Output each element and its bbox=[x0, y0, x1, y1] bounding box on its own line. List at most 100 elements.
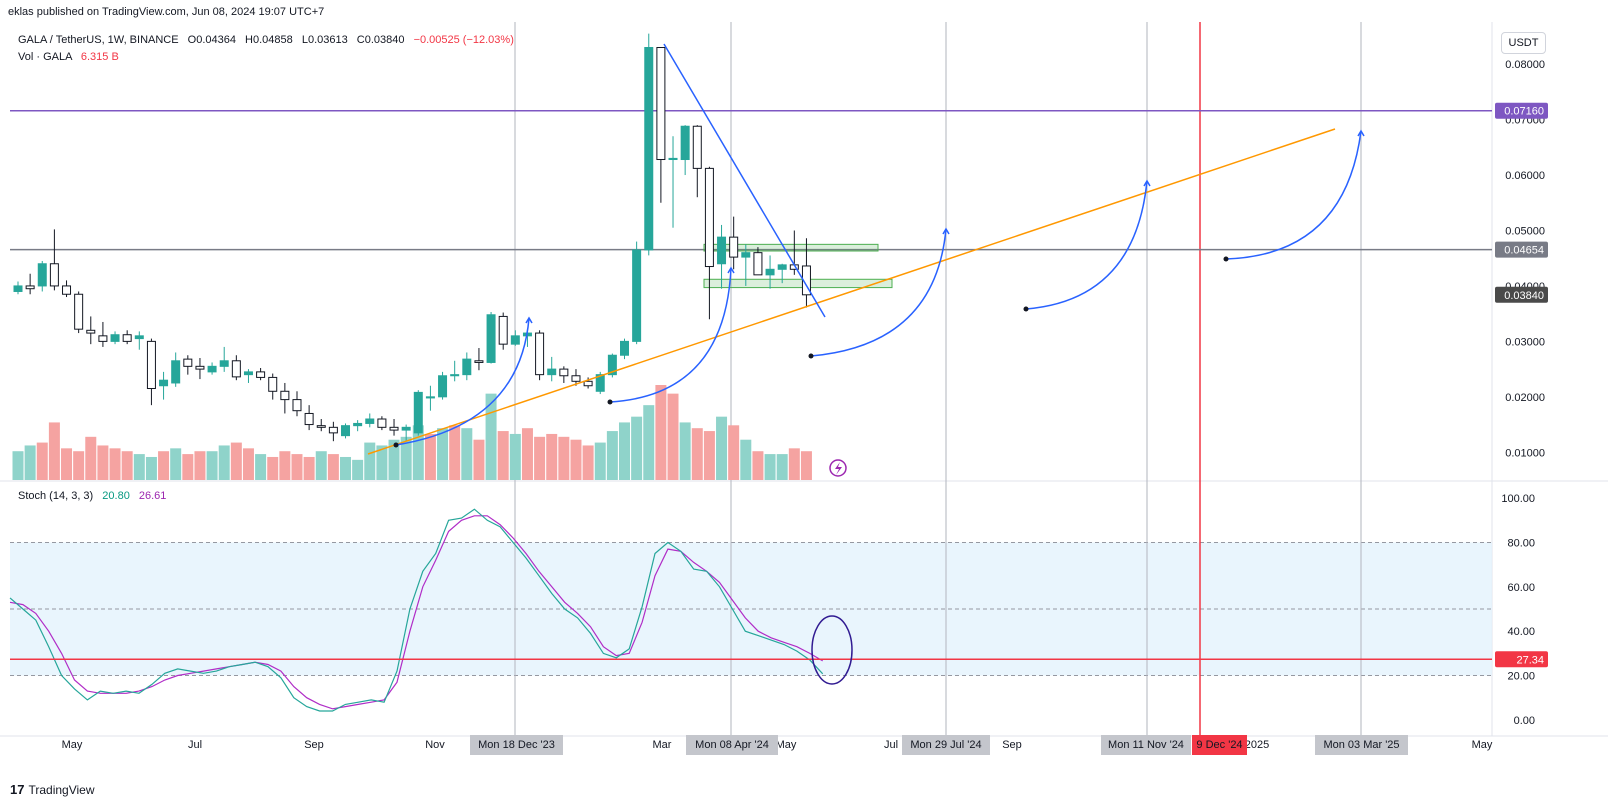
arc-start-dot bbox=[1223, 256, 1229, 262]
candle-body bbox=[462, 358, 472, 376]
currency-button[interactable]: USDT bbox=[1501, 32, 1546, 54]
candle-body bbox=[146, 340, 156, 390]
candle-body bbox=[547, 368, 557, 376]
candle-body bbox=[49, 263, 59, 287]
candle-body bbox=[365, 418, 375, 424]
volume-bar bbox=[388, 439, 400, 480]
stoch-k-value: 20.80 bbox=[102, 490, 130, 502]
date-chip-label: Mon 08 Apr '24 bbox=[695, 739, 769, 751]
stoch-legend: Stoch (14, 3, 3) 20.80 26.61 bbox=[18, 490, 166, 502]
volume-bar bbox=[606, 431, 618, 480]
volume-bar bbox=[24, 445, 36, 480]
arc-arrow-icon bbox=[727, 266, 735, 274]
candle-body bbox=[680, 125, 690, 161]
supply-zone bbox=[703, 243, 879, 252]
candle-body bbox=[74, 293, 84, 330]
volume-bar bbox=[36, 442, 48, 480]
candle-body bbox=[37, 263, 47, 287]
candle-body bbox=[510, 335, 520, 345]
arc-arrow-icon bbox=[1143, 179, 1151, 187]
volume-bar bbox=[509, 433, 521, 480]
volume-bar bbox=[267, 456, 279, 480]
candle-body bbox=[207, 365, 217, 373]
candle-body bbox=[134, 335, 144, 340]
volume-bar bbox=[182, 454, 194, 480]
volume-bar bbox=[631, 416, 643, 480]
stoch-axis-tick: 20.00 bbox=[1507, 671, 1535, 683]
blue-downtrend-line bbox=[663, 43, 826, 318]
volume-bar bbox=[497, 431, 509, 480]
date-chip-label: Mon 03 Mar '25 bbox=[1323, 739, 1399, 751]
candle-body bbox=[292, 399, 302, 412]
candle-body bbox=[571, 375, 581, 382]
lightning-bolt-icon bbox=[835, 462, 842, 475]
candle-body bbox=[62, 285, 72, 295]
volume-label[interactable]: Vol · GALA bbox=[18, 51, 72, 63]
date-chip bbox=[470, 735, 563, 755]
projection-arc bbox=[810, 228, 947, 357]
volume-bar bbox=[242, 448, 254, 480]
volume-bar bbox=[485, 393, 497, 480]
volume-bar bbox=[206, 451, 218, 480]
candle-body bbox=[535, 332, 545, 376]
candle-body bbox=[256, 371, 266, 378]
symbol-legend: GALA / TetherUS, 1W, BINANCE O0.04364 H0… bbox=[18, 34, 514, 46]
volume-bar bbox=[109, 448, 121, 480]
published-note: eklas published on TradingView.com, Jun … bbox=[8, 6, 325, 18]
volume-bar bbox=[424, 433, 436, 480]
candle-body bbox=[498, 315, 508, 345]
candle-body bbox=[389, 426, 399, 431]
candle-body bbox=[195, 365, 205, 370]
candle-body bbox=[656, 47, 666, 161]
stoch-level-tag bbox=[1495, 651, 1548, 668]
tradingview-brand[interactable]: 17 TradingView bbox=[10, 782, 95, 797]
stoch-label[interactable]: Stoch (14, 3, 3) bbox=[18, 490, 94, 502]
stoch-highlight-ellipse bbox=[811, 615, 853, 685]
stoch-axis-tick: 0.00 bbox=[1514, 715, 1535, 727]
time-axis-tick: Nov bbox=[425, 739, 445, 751]
open-value: O0.04364 bbox=[187, 34, 236, 46]
candle-body bbox=[377, 418, 387, 428]
volume-bar bbox=[97, 445, 109, 480]
time-axis-tick: 2025 bbox=[1245, 739, 1269, 751]
volume-bar bbox=[364, 442, 376, 480]
close-value: C0.03840 bbox=[356, 34, 405, 46]
candle-body bbox=[765, 268, 775, 276]
volume-bar bbox=[800, 451, 812, 480]
date-chip bbox=[1315, 735, 1408, 755]
symbol-name[interactable]: GALA / TetherUS, 1W, BINANCE bbox=[18, 34, 179, 46]
price-axis-tick: 0.02000 bbox=[1505, 392, 1545, 404]
arc-start-dot bbox=[607, 399, 613, 405]
volume-bar bbox=[473, 439, 485, 480]
volume-bar bbox=[534, 436, 546, 480]
volume-bar bbox=[558, 436, 570, 480]
volume-bar bbox=[194, 451, 206, 480]
date-chip-label: Mon 29 Jul '24 bbox=[910, 739, 981, 751]
candle-body bbox=[219, 360, 229, 367]
candle-body bbox=[486, 314, 496, 363]
candle-body bbox=[304, 412, 314, 426]
stoch-axis-tick: 40.00 bbox=[1507, 626, 1535, 638]
volume-bar bbox=[570, 439, 582, 480]
candle-body bbox=[13, 285, 23, 292]
brand-name: TradingView bbox=[28, 782, 95, 797]
candle-body bbox=[243, 371, 253, 376]
candle-body bbox=[328, 426, 338, 434]
candle-body bbox=[316, 425, 326, 428]
candle-body bbox=[341, 425, 351, 437]
volume-bar bbox=[412, 425, 424, 480]
volume-bar bbox=[691, 428, 703, 480]
volume-bar bbox=[255, 454, 267, 480]
arc-arrow-icon bbox=[525, 316, 533, 324]
date-chip bbox=[1101, 735, 1191, 755]
volume-bar bbox=[340, 456, 352, 480]
volume-bar bbox=[133, 454, 145, 480]
volume-bar bbox=[619, 422, 630, 480]
candle-body bbox=[353, 422, 363, 427]
stoch-axis-tick: 60.00 bbox=[1507, 582, 1535, 594]
candle-body bbox=[159, 379, 169, 387]
candle-body bbox=[692, 125, 702, 169]
arc-arrow-icon bbox=[942, 227, 950, 235]
volume-bar bbox=[655, 385, 667, 480]
